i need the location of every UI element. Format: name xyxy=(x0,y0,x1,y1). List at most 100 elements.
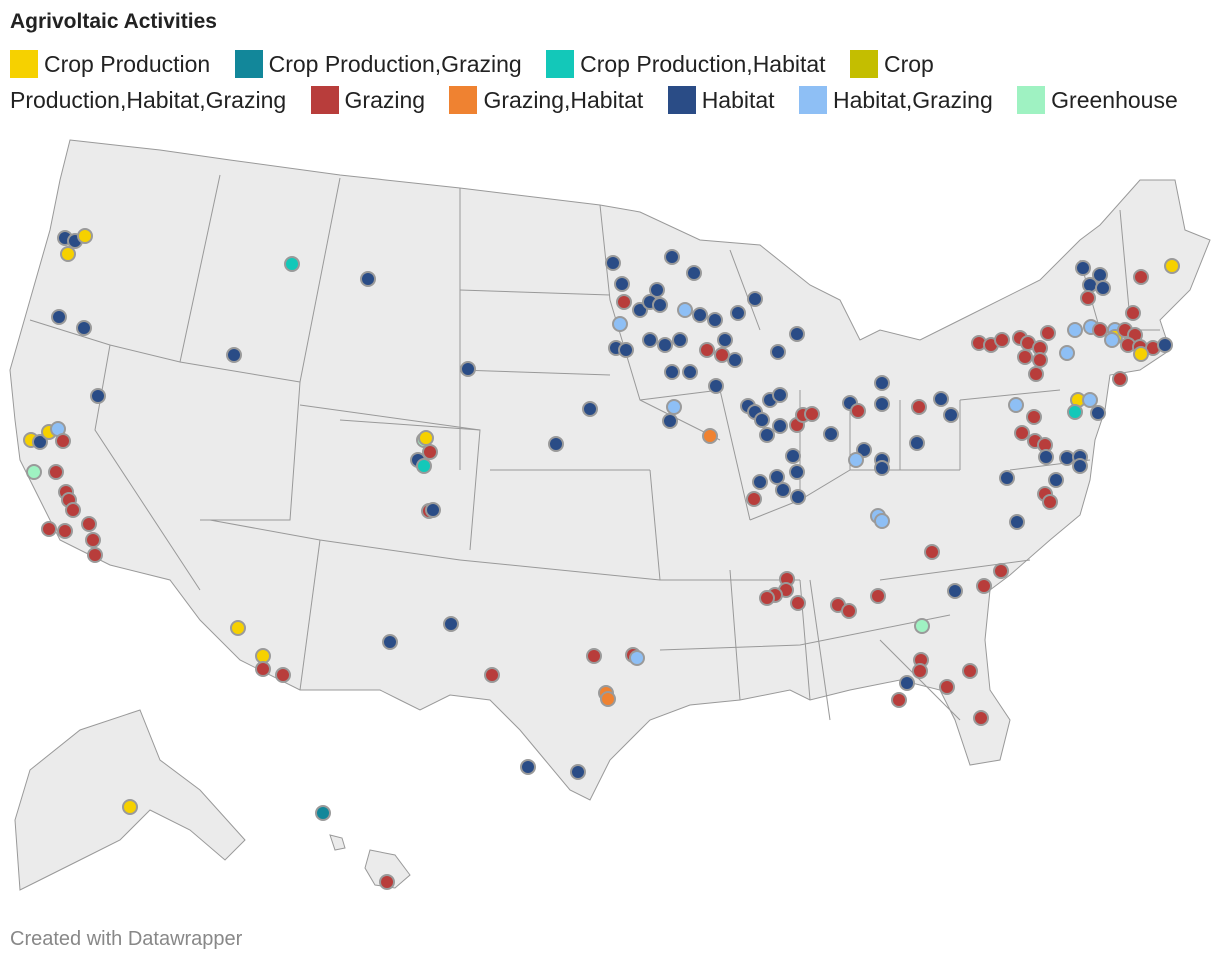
site-marker[interactable] xyxy=(48,464,64,480)
site-marker[interactable] xyxy=(899,675,915,691)
site-marker[interactable] xyxy=(962,663,978,679)
site-marker[interactable] xyxy=(284,256,300,272)
legend-item-crop-production-habitat[interactable]: Crop Production,Habitat xyxy=(546,50,826,78)
site-marker[interactable] xyxy=(76,320,92,336)
site-marker[interactable] xyxy=(1026,409,1042,425)
site-marker[interactable] xyxy=(55,433,71,449)
site-marker[interactable] xyxy=(874,513,890,529)
site-marker[interactable] xyxy=(933,391,949,407)
site-marker[interactable] xyxy=(548,436,564,452)
site-marker[interactable] xyxy=(790,595,806,611)
site-marker[interactable] xyxy=(1009,514,1025,530)
site-marker[interactable] xyxy=(666,399,682,415)
site-marker[interactable] xyxy=(717,332,733,348)
site-marker[interactable] xyxy=(999,470,1015,486)
site-marker[interactable] xyxy=(672,332,688,348)
site-marker[interactable] xyxy=(379,874,395,890)
site-marker[interactable] xyxy=(255,648,271,664)
site-marker[interactable] xyxy=(1090,405,1106,421)
site-marker[interactable] xyxy=(1104,332,1120,348)
site-marker[interactable] xyxy=(775,482,791,498)
site-marker[interactable] xyxy=(422,444,438,460)
legend-item-grazing[interactable]: Grazing xyxy=(310,86,425,114)
site-marker[interactable] xyxy=(1157,337,1173,353)
site-marker[interactable] xyxy=(1075,260,1091,276)
site-marker[interactable] xyxy=(662,413,678,429)
site-marker[interactable] xyxy=(315,805,331,821)
site-marker[interactable] xyxy=(122,799,138,815)
legend-item-habitat-grazing[interactable]: Habitat,Grazing xyxy=(798,86,993,114)
site-marker[interactable] xyxy=(789,326,805,342)
site-marker[interactable] xyxy=(600,691,616,707)
site-marker[interactable] xyxy=(1032,352,1048,368)
site-marker[interactable] xyxy=(255,661,271,677)
site-marker[interactable] xyxy=(41,521,57,537)
site-marker[interactable] xyxy=(914,618,930,634)
site-marker[interactable] xyxy=(770,344,786,360)
site-marker[interactable] xyxy=(993,563,1009,579)
site-marker[interactable] xyxy=(60,246,76,262)
site-marker[interactable] xyxy=(772,418,788,434)
site-marker[interactable] xyxy=(746,491,762,507)
site-marker[interactable] xyxy=(570,764,586,780)
site-marker[interactable] xyxy=(804,406,820,422)
site-marker[interactable] xyxy=(1080,290,1096,306)
site-marker[interactable] xyxy=(1095,280,1111,296)
site-marker[interactable] xyxy=(692,307,708,323)
site-marker[interactable] xyxy=(759,427,775,443)
site-marker[interactable] xyxy=(642,332,658,348)
site-marker[interactable] xyxy=(57,523,73,539)
site-marker[interactable] xyxy=(586,648,602,664)
legend-item-crop-production[interactable]: Crop Production xyxy=(10,50,210,78)
legend-item-habitat[interactable]: Habitat xyxy=(667,86,775,114)
site-marker[interactable] xyxy=(1067,322,1083,338)
site-marker[interactable] xyxy=(707,312,723,328)
site-marker[interactable] xyxy=(1072,458,1088,474)
site-marker[interactable] xyxy=(90,388,106,404)
site-marker[interactable] xyxy=(605,255,621,271)
site-marker[interactable] xyxy=(416,458,432,474)
site-marker[interactable] xyxy=(747,291,763,307)
site-marker[interactable] xyxy=(1038,449,1054,465)
site-marker[interactable] xyxy=(1067,404,1083,420)
site-marker[interactable] xyxy=(77,228,93,244)
site-marker[interactable] xyxy=(848,452,864,468)
site-marker[interactable] xyxy=(1059,345,1075,361)
site-marker[interactable] xyxy=(939,679,955,695)
site-marker[interactable] xyxy=(612,316,628,332)
site-marker[interactable] xyxy=(947,583,963,599)
site-marker[interactable] xyxy=(754,412,770,428)
site-marker[interactable] xyxy=(26,464,42,480)
site-marker[interactable] xyxy=(582,401,598,417)
site-marker[interactable] xyxy=(443,616,459,632)
site-marker[interactable] xyxy=(1112,371,1128,387)
site-marker[interactable] xyxy=(943,407,959,423)
site-marker[interactable] xyxy=(1014,425,1030,441)
site-marker[interactable] xyxy=(682,364,698,380)
site-marker[interactable] xyxy=(1040,325,1056,341)
site-marker[interactable] xyxy=(841,603,857,619)
site-marker[interactable] xyxy=(912,663,928,679)
legend-item-crop-production-grazing[interactable]: Crop Production,Grazing xyxy=(234,50,522,78)
site-marker[interactable] xyxy=(1017,349,1033,365)
site-marker[interactable] xyxy=(230,620,246,636)
site-marker[interactable] xyxy=(759,590,775,606)
legend-item-grazing-habitat[interactable]: Grazing,Habitat xyxy=(449,86,643,114)
site-marker[interactable] xyxy=(823,426,839,442)
site-marker[interactable] xyxy=(616,294,632,310)
site-marker[interactable] xyxy=(1008,397,1024,413)
site-marker[interactable] xyxy=(81,516,97,532)
site-marker[interactable] xyxy=(1164,258,1180,274)
site-marker[interactable] xyxy=(1028,366,1044,382)
site-marker[interactable] xyxy=(976,578,992,594)
site-marker[interactable] xyxy=(924,544,940,560)
site-marker[interactable] xyxy=(649,282,665,298)
site-marker[interactable] xyxy=(686,265,702,281)
site-marker[interactable] xyxy=(785,448,801,464)
site-marker[interactable] xyxy=(911,399,927,415)
site-marker[interactable] xyxy=(87,547,103,563)
site-marker[interactable] xyxy=(226,347,242,363)
site-marker[interactable] xyxy=(382,634,398,650)
site-marker[interactable] xyxy=(1133,346,1149,362)
site-marker[interactable] xyxy=(1092,322,1108,338)
